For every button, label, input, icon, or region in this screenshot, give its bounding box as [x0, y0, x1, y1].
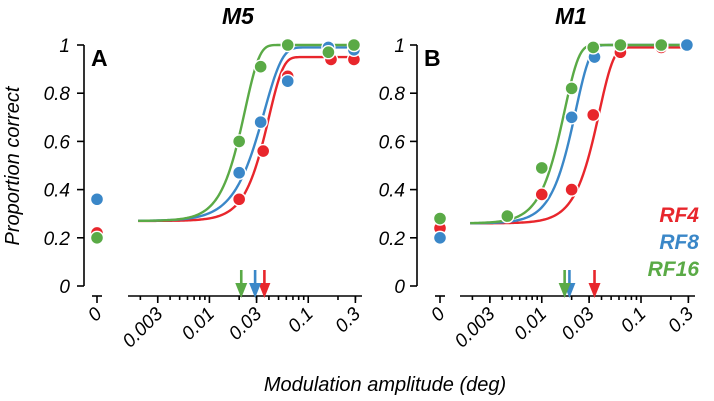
- data-point-rf16: [280, 37, 295, 53]
- data-point-rf16: [346, 37, 362, 53]
- panel-label: A: [91, 45, 108, 71]
- x-tick-label: 0.1: [284, 304, 318, 338]
- y-tick-label: 0: [394, 277, 405, 298]
- data-point-rf4: [564, 182, 579, 197]
- x-tick-label: 0.3: [664, 303, 698, 337]
- legend: RF4 RF8 RF16: [648, 204, 700, 281]
- y-tick-label: 0.4: [379, 181, 405, 202]
- panel-label: B: [424, 45, 441, 71]
- data-point-rf16: [564, 81, 579, 96]
- y-axis-label: Proportion correct: [2, 85, 24, 245]
- legend-entry-rf4: RF4: [659, 204, 699, 227]
- data-point-rf16: [500, 208, 515, 224]
- x-tick-label: 0.003: [451, 303, 500, 352]
- panel-b: M1 B 00.20.40.60.810 0.003 0.01 0.03 0.1 0.3: [379, 3, 699, 352]
- zero-point-rf16: [432, 211, 448, 226]
- zero-point-rf8: [432, 230, 448, 246]
- data-point-rf16: [586, 40, 601, 55]
- y-tick-label: 0.6: [44, 132, 71, 153]
- data-point-rf8: [253, 114, 268, 130]
- legend-entry-rf8: RF8: [659, 231, 699, 254]
- x-tick-label: 0.3: [331, 303, 365, 337]
- y-tick-label: 0.6: [379, 132, 406, 153]
- zero-point-rf8: [89, 192, 105, 207]
- fit-curve-rf8: [470, 43, 693, 225]
- data-point-rf16: [231, 134, 247, 149]
- panel-title: M5: [222, 3, 255, 29]
- x-tick-label: 0.01: [178, 304, 219, 345]
- y-tick-label: 0.8: [379, 84, 406, 105]
- panel-title: M1: [555, 3, 587, 29]
- data-point-rf4: [255, 143, 271, 159]
- x-axis-label: Modulation amplitude (deg): [264, 374, 506, 396]
- legend-entry-rf16: RF16: [648, 258, 700, 281]
- data-point-rf16: [321, 45, 336, 60]
- data-point-rf8: [280, 73, 295, 89]
- threshold-arrow-rf4: [588, 270, 601, 298]
- threshold-arrow-rf8: [249, 270, 262, 298]
- data-point-rf16: [654, 37, 669, 53]
- x-tick-label: 0.003: [119, 303, 168, 352]
- data-point-rf4: [586, 107, 601, 123]
- x-tick-label: 0: [427, 303, 450, 326]
- x-tick-label: 0.03: [225, 303, 266, 344]
- y-tick-label: 1: [59, 36, 70, 57]
- x-tick-label: 0.1: [617, 304, 651, 338]
- x-tick-label: 0.01: [510, 304, 551, 345]
- zero-point-rf16: [89, 230, 105, 246]
- data-point-rf16: [253, 59, 268, 74]
- data-point-rf8: [564, 110, 579, 125]
- x-tick-label: 0: [84, 303, 107, 326]
- y-tick-label: 1: [394, 36, 405, 57]
- y-tick-label: 0.4: [44, 181, 70, 202]
- x-tick-label: 0.03: [558, 303, 599, 344]
- data-point-rf4: [534, 187, 549, 202]
- fit-curve-rf4: [470, 46, 693, 225]
- fit-curve-rf8: [138, 46, 360, 222]
- threshold-arrow-rf16: [558, 270, 571, 298]
- threshold-arrow-rf16: [235, 270, 248, 298]
- threshold-arrow-rf4: [258, 270, 271, 298]
- fit-curve-rf4: [138, 55, 360, 223]
- data-point-rf16: [534, 160, 549, 176]
- data-point-rf16: [613, 37, 628, 53]
- data-point-rf8: [679, 37, 695, 53]
- y-tick-label: 0.8: [44, 84, 71, 105]
- fit-curve-rf16: [470, 43, 693, 225]
- y-tick-label: 0: [59, 277, 70, 298]
- data-point-rf8: [231, 165, 247, 180]
- panel-a: M5 A 0 0.2 0.4 0.6 0.8 1 0 0.003 0.01 0.03 0.1 0.3: [44, 3, 366, 352]
- y-tick-label: 0.2: [379, 229, 406, 250]
- fit-curve-rf16: [138, 43, 360, 223]
- y-tick-label: 0.2: [44, 229, 71, 250]
- data-point-rf4: [231, 192, 247, 207]
